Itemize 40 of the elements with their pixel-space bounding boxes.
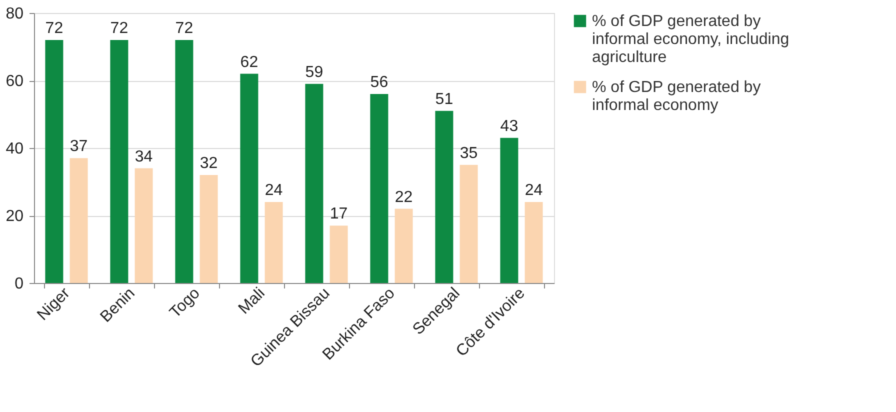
bar — [70, 158, 88, 283]
data-label: 59 — [305, 64, 324, 81]
data-label: 35 — [460, 144, 478, 162]
legend-label: % of GDP generated by informal economy — [592, 79, 761, 114]
bar — [240, 74, 258, 283]
data-label: 51 — [435, 90, 454, 108]
y-tick-label: 60 — [6, 73, 24, 90]
data-label: 24 — [524, 182, 543, 199]
data-label: 62 — [240, 54, 258, 71]
bar — [305, 84, 324, 283]
y-tick-label: 20 — [6, 208, 24, 225]
x-tick-label: Togo — [166, 284, 204, 322]
y-tick-label: 80 — [6, 6, 24, 22]
data-label: 22 — [394, 188, 413, 206]
y-tick-label: 40 — [6, 140, 24, 158]
bar — [45, 40, 64, 283]
data-label: 32 — [200, 155, 218, 172]
bar — [460, 164, 478, 283]
data-label: 43 — [500, 118, 518, 135]
data-label: 37 — [70, 138, 88, 156]
data-label: 34 — [134, 148, 153, 166]
bar — [394, 208, 413, 283]
bar — [200, 175, 218, 283]
data-label: 72 — [110, 20, 128, 37]
bar — [435, 110, 454, 283]
bar — [134, 168, 153, 283]
bar — [175, 40, 194, 283]
bar — [330, 226, 348, 283]
legend-label: % of GDP generated by informal economy, including agriculture — [592, 13, 790, 66]
bar — [110, 40, 128, 283]
data-label: 72 — [45, 20, 64, 37]
bar — [370, 94, 388, 283]
y-tick-label: 0 — [14, 276, 24, 292]
bar — [500, 138, 518, 283]
data-label: 56 — [370, 74, 388, 91]
bar — [524, 202, 543, 283]
data-label: 24 — [264, 182, 283, 199]
bar — [264, 202, 283, 283]
data-label: 72 — [175, 20, 194, 37]
data-label: 17 — [330, 206, 348, 223]
